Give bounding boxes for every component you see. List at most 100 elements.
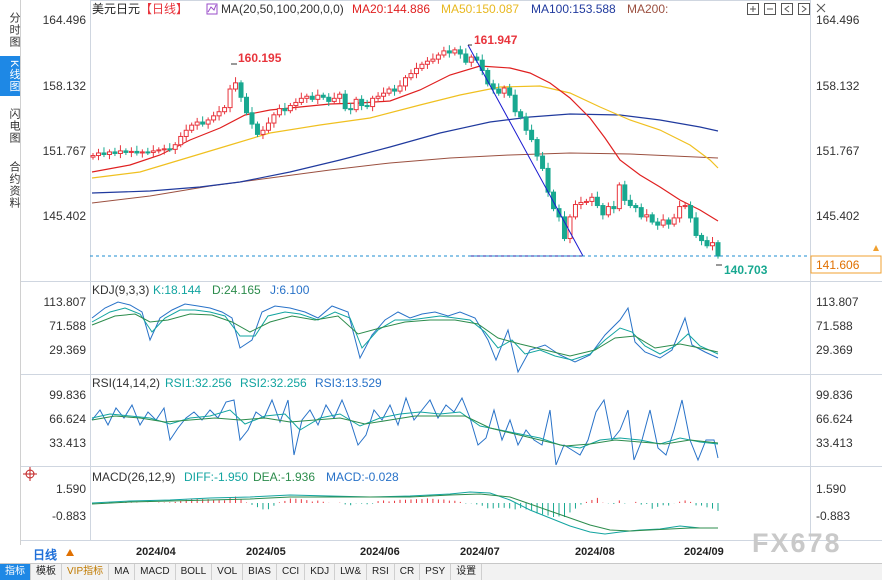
candle-down bbox=[600, 205, 606, 216]
date-tick: 2024/04 bbox=[136, 546, 177, 558]
ma200-value: MA200: bbox=[627, 2, 668, 16]
rsi-axis: 99.836 66.624 33.413 99.836 66.624 33.41… bbox=[49, 388, 853, 450]
kdj-j: J:6.100 bbox=[270, 283, 310, 297]
period-selector[interactable]: 日线 bbox=[20, 545, 80, 562]
candle-up bbox=[501, 87, 507, 94]
tab-kline[interactable]: K线图 bbox=[0, 56, 20, 96]
tab-contract-info[interactable]: 合约资料 bbox=[8, 161, 20, 209]
period-label[interactable]: 日线 bbox=[33, 548, 58, 562]
tab-template[interactable]: 模板 bbox=[31, 564, 62, 580]
candle-down bbox=[463, 53, 469, 63]
candle-down bbox=[348, 108, 354, 111]
svg-text:141.606: 141.606 bbox=[816, 258, 860, 272]
ma200-line bbox=[91, 152, 719, 204]
minus-icon[interactable] bbox=[764, 3, 776, 15]
tab-timeshare[interactable]: 分时图 bbox=[8, 12, 20, 48]
candle-up bbox=[304, 95, 310, 99]
kdj-tick: 71.588 bbox=[816, 319, 853, 333]
tab-bias[interactable]: BIAS bbox=[243, 564, 277, 580]
candle-down bbox=[364, 105, 370, 108]
date-tick: 2024/07 bbox=[460, 546, 500, 558]
caret-up-icon bbox=[873, 245, 879, 251]
ma20-value: MA20:144.886 bbox=[352, 2, 430, 16]
candle-up bbox=[293, 101, 299, 107]
rsi-tick: 99.836 bbox=[49, 388, 86, 402]
tab-rsi[interactable]: RSI bbox=[367, 564, 395, 580]
candle-down bbox=[112, 151, 118, 154]
tab-settings[interactable]: 设置 bbox=[451, 564, 483, 580]
tab-macd[interactable]: MACD bbox=[135, 564, 176, 580]
tab-indicator[interactable]: 指标 bbox=[0, 564, 31, 580]
watermark: FX678 bbox=[752, 528, 842, 558]
candle-up bbox=[233, 82, 239, 90]
candle-up bbox=[178, 135, 184, 146]
candle-up bbox=[435, 54, 441, 60]
tab-ma[interactable]: MA bbox=[109, 564, 136, 580]
candle-down bbox=[622, 184, 628, 201]
candle-up bbox=[260, 129, 266, 135]
low-label: 140.703 bbox=[724, 263, 768, 277]
rsi-tick: 33.413 bbox=[816, 436, 853, 450]
candle-down bbox=[342, 93, 348, 110]
candle-down bbox=[551, 191, 557, 210]
candle-down bbox=[326, 96, 332, 102]
ma100-line bbox=[91, 113, 719, 194]
candle-down bbox=[244, 96, 250, 114]
candle-up bbox=[419, 63, 425, 69]
candle-up bbox=[128, 150, 134, 153]
candle-down bbox=[688, 205, 694, 219]
tab-cci[interactable]: CCI bbox=[277, 564, 306, 580]
trend-line[interactable] bbox=[467, 44, 584, 257]
candle-down bbox=[638, 207, 644, 218]
candle-down bbox=[523, 116, 529, 131]
tab-boll[interactable]: BOLL bbox=[176, 564, 213, 580]
date-tick: 2024/09 bbox=[684, 546, 724, 558]
macd-axis: 1.590 -0.883 1.590 -0.883 bbox=[52, 482, 850, 523]
low-annotation: 140.703 bbox=[716, 263, 768, 277]
candle-up bbox=[161, 148, 167, 151]
candle-down bbox=[693, 217, 699, 236]
candle-up bbox=[375, 95, 381, 99]
candle-down bbox=[666, 219, 672, 225]
tab-vol[interactable]: VOL bbox=[212, 564, 244, 580]
candle-down bbox=[655, 221, 661, 226]
candle-down bbox=[238, 82, 244, 98]
candle-up bbox=[172, 144, 178, 150]
price-tick: 158.132 bbox=[43, 79, 87, 93]
candle-up bbox=[276, 108, 282, 116]
indicator-icon[interactable] bbox=[206, 3, 218, 15]
candle-up bbox=[189, 124, 195, 131]
date-tick: 2024/08 bbox=[575, 546, 615, 558]
candle-down bbox=[627, 199, 633, 207]
high-annotation: 161.947 bbox=[468, 33, 518, 47]
tab-cr[interactable]: CR bbox=[395, 564, 421, 580]
close-icon[interactable] bbox=[816, 3, 826, 13]
candle-up bbox=[682, 205, 688, 208]
tab-kdj[interactable]: KDJ bbox=[305, 564, 336, 580]
tab-vip-indicator[interactable]: VIP指标 bbox=[62, 564, 110, 580]
sidebar: 分时图 K线图 闪电图 合约资料 bbox=[0, 0, 21, 560]
candle-down bbox=[359, 98, 365, 107]
tab-lw[interactable]: LW& bbox=[335, 564, 368, 580]
fit-left-icon[interactable] bbox=[781, 3, 793, 15]
fit-right-icon[interactable] bbox=[798, 3, 810, 15]
candle-up bbox=[441, 50, 447, 56]
candle-up bbox=[452, 49, 458, 54]
candles bbox=[90, 45, 721, 259]
candle-up bbox=[408, 73, 414, 79]
tab-lightning[interactable]: 闪电图 bbox=[8, 108, 20, 144]
candle-down bbox=[392, 88, 398, 92]
high-label: 161.947 bbox=[474, 33, 518, 47]
candle-down bbox=[309, 95, 315, 100]
kdj-tick: 29.369 bbox=[49, 343, 86, 357]
candle-down bbox=[594, 196, 600, 207]
plus-icon[interactable] bbox=[747, 3, 759, 15]
macd-tick: -0.883 bbox=[52, 509, 86, 523]
candle-up bbox=[386, 88, 392, 94]
candle-up bbox=[298, 97, 304, 103]
candle-down bbox=[490, 83, 496, 90]
price-tick: 164.496 bbox=[43, 13, 87, 27]
candle-down bbox=[496, 88, 502, 94]
tab-psy[interactable]: PSY bbox=[420, 564, 452, 580]
